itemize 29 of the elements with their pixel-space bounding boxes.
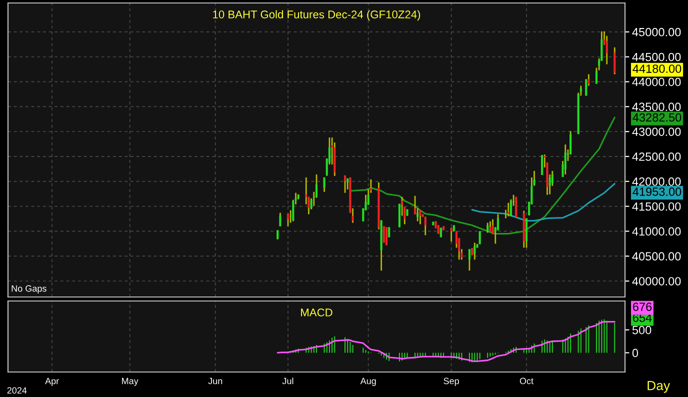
y-tick-label: 45000.00 — [632, 28, 681, 36]
y-tick-label: 0 — [632, 348, 638, 358]
x-tick-label: Sep — [444, 378, 459, 386]
annotation: No Gaps — [12, 285, 46, 294]
y-tick-label: 40000.00 — [632, 277, 681, 286]
x-tick-label: Aug — [360, 378, 376, 386]
text: MACD — [301, 308, 332, 316]
y-tick-label: 43000.00 — [632, 128, 681, 136]
text: 10 BAHT Gold Futures Dec-24 (GF10Z24) — [213, 10, 420, 21]
annotation: 676 — [633, 302, 652, 311]
x-tick-label: Apr — [45, 378, 59, 386]
y-tick-label: 41500.00 — [632, 202, 681, 211]
y-tick-label: 500 — [632, 326, 652, 334]
x-tick-label: Oct — [520, 378, 534, 384]
text: 2024 — [7, 387, 27, 394]
y-tick-label: 42000.00 — [632, 177, 681, 186]
y-tick-label: 43500.00 — [632, 102, 681, 112]
y-tick-label: 42500.00 — [632, 152, 681, 161]
y-tick-label: 40500.00 — [632, 252, 681, 261]
annotation: 44180.00 — [632, 64, 682, 73]
x-tick-label: Jul — [282, 378, 294, 384]
x-tick-label: May — [122, 378, 138, 386]
annotation: 41953.00 — [632, 188, 682, 196]
y-tick-label: 44000.00 — [632, 78, 681, 86]
x-tick-label: Jun — [208, 378, 222, 384]
text: Day — [648, 381, 670, 393]
y-tick-label: 44500.00 — [632, 52, 681, 62]
annotation: 43282.50 — [632, 113, 682, 122]
y-tick-label: 41000.00 — [632, 227, 681, 236]
